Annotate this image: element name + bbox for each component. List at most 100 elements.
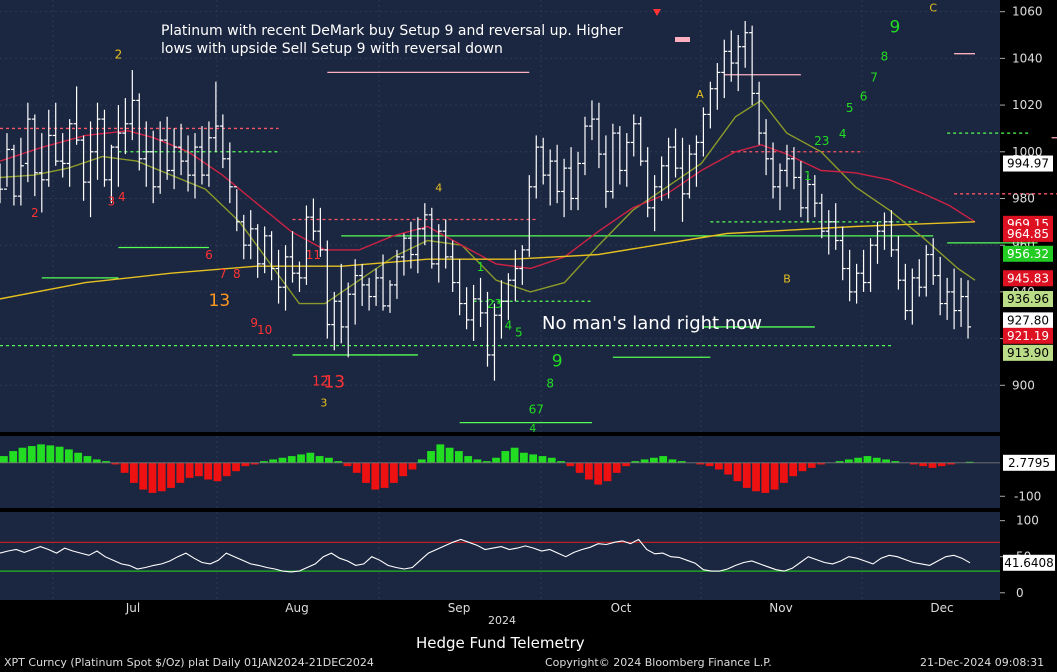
macd-bar — [213, 462, 222, 482]
macd-bar — [650, 457, 658, 463]
macd-bar — [659, 456, 668, 463]
price-tick-label: 1020 — [1012, 98, 1043, 112]
td-count-label: 23 — [487, 297, 502, 311]
macd-bar — [130, 462, 138, 483]
price-tick-label: 1040 — [1012, 51, 1043, 65]
macd-bar — [102, 461, 110, 463]
price-tag-label: 927.80 — [1007, 313, 1049, 327]
macd-bar — [863, 456, 872, 463]
macd-bar — [566, 462, 575, 467]
annotation-line-1: Platinum with recent DeMark buy Setup 9 … — [161, 23, 623, 39]
macd-bar — [167, 462, 175, 488]
macd-bar — [529, 454, 538, 463]
rsi-tick-label: 0 — [1016, 586, 1024, 600]
macd-bar — [408, 462, 417, 470]
macd-bar — [603, 462, 612, 482]
macd-bar — [92, 459, 101, 463]
macd-bar — [46, 445, 55, 463]
macd-bar — [872, 457, 881, 463]
price-tag-bg — [1003, 312, 1053, 329]
td-count-label: 5 — [515, 325, 523, 339]
macd-bar — [306, 452, 315, 463]
macd-bar — [0, 456, 8, 463]
td-count-label: 9 — [552, 352, 563, 372]
macd-bar — [742, 462, 751, 488]
month-tick-label: Oct — [611, 601, 632, 615]
macd-bar — [473, 459, 482, 463]
macd-bar — [520, 452, 528, 463]
macd-bar — [436, 444, 445, 463]
footer-copyright: Copyright© 2024 Bloomberg Finance L.P. — [545, 656, 772, 669]
month-tick-label: Nov — [769, 601, 792, 615]
macd-bar — [74, 452, 83, 463]
td-count-label: 13 — [323, 373, 345, 393]
macd-last-label: 2.7795 — [1008, 456, 1050, 470]
macd-histogram: -100 2.7795 — [0, 444, 1055, 503]
macd-bar — [37, 444, 45, 463]
rsi-line: 05010041.6408 — [0, 514, 1055, 600]
macd-bar — [380, 462, 389, 488]
macd-bar — [55, 446, 64, 463]
price-tags: 994.97969.15964.85956.32945.83936.96927.… — [1003, 155, 1053, 361]
macd-panel-bg — [0, 436, 1000, 508]
macd-bar — [195, 462, 203, 477]
rsi-path — [0, 538, 971, 573]
macd-bar — [761, 462, 770, 493]
macd-tick-label: -100 — [1014, 489, 1041, 503]
pink-marker — [675, 37, 690, 42]
macd-bar — [585, 462, 593, 480]
macd-bar — [399, 462, 408, 477]
macd-bar — [297, 454, 305, 463]
sell-arrow-icon — [653, 9, 661, 16]
no-mans-land-note: No man's land right now — [542, 313, 762, 334]
price-tag-label: 994.97 — [1007, 157, 1049, 171]
ma_short-line — [0, 99, 976, 305]
macd-bar — [287, 456, 296, 463]
macd-last-tag-bg — [1003, 454, 1055, 471]
price-tag-label: 945.83 — [1007, 271, 1049, 285]
macd-bar — [185, 462, 194, 478]
macd-bar — [204, 462, 213, 480]
macd-bar — [947, 462, 955, 465]
macd-bar — [492, 457, 500, 463]
price-tick-label: 980 — [1012, 191, 1035, 205]
td-labels: 223 467 813910111213341234598674AB12345678… — [31, 2, 937, 435]
macd-bar — [445, 447, 454, 463]
td-count-label: 12 — [312, 374, 329, 389]
macd-bar — [696, 462, 705, 465]
macd-bar — [780, 462, 788, 483]
macd-bar — [789, 462, 798, 477]
footer-year: 2024 — [488, 614, 516, 627]
macd-bar — [148, 462, 157, 493]
price-panel-bg — [0, 0, 1000, 432]
macd-bar — [269, 459, 278, 463]
macd-bar — [640, 459, 649, 463]
macd-bar — [390, 462, 398, 483]
macd-bar — [27, 446, 36, 463]
macd-bar — [352, 462, 361, 473]
td-count-label: 10 — [257, 323, 272, 337]
macd-bar — [845, 459, 853, 463]
macd-bar — [157, 462, 166, 492]
rsi-panel-bg — [0, 512, 1000, 600]
macd-bar — [622, 462, 630, 467]
macd-bar — [111, 462, 120, 465]
td-count-label: 2 — [115, 47, 123, 61]
macd-bar — [817, 462, 825, 465]
macd-bar — [464, 456, 473, 463]
td-count-label: 4 — [118, 190, 126, 204]
td-count-label: 1 — [804, 169, 812, 183]
macd-bar — [501, 451, 510, 463]
td-count-label: 8 — [881, 50, 889, 64]
td-count-label: 7 — [870, 71, 878, 85]
macd-bar — [798, 462, 807, 472]
td-count-label: 4 — [505, 318, 513, 332]
rsi-tick-label: 100 — [1016, 514, 1039, 528]
x-axis-ticks: Jul Aug Sep Oct Nov Dec — [125, 601, 954, 615]
footer-ticker: XPT Curncy (Platinum Spot $/Oz) plat Dai… — [4, 656, 374, 669]
macd-bar — [427, 451, 435, 463]
price-tag-label: 956.32 — [1007, 247, 1049, 261]
macd-bar — [705, 462, 714, 467]
macd-bar — [910, 462, 918, 465]
